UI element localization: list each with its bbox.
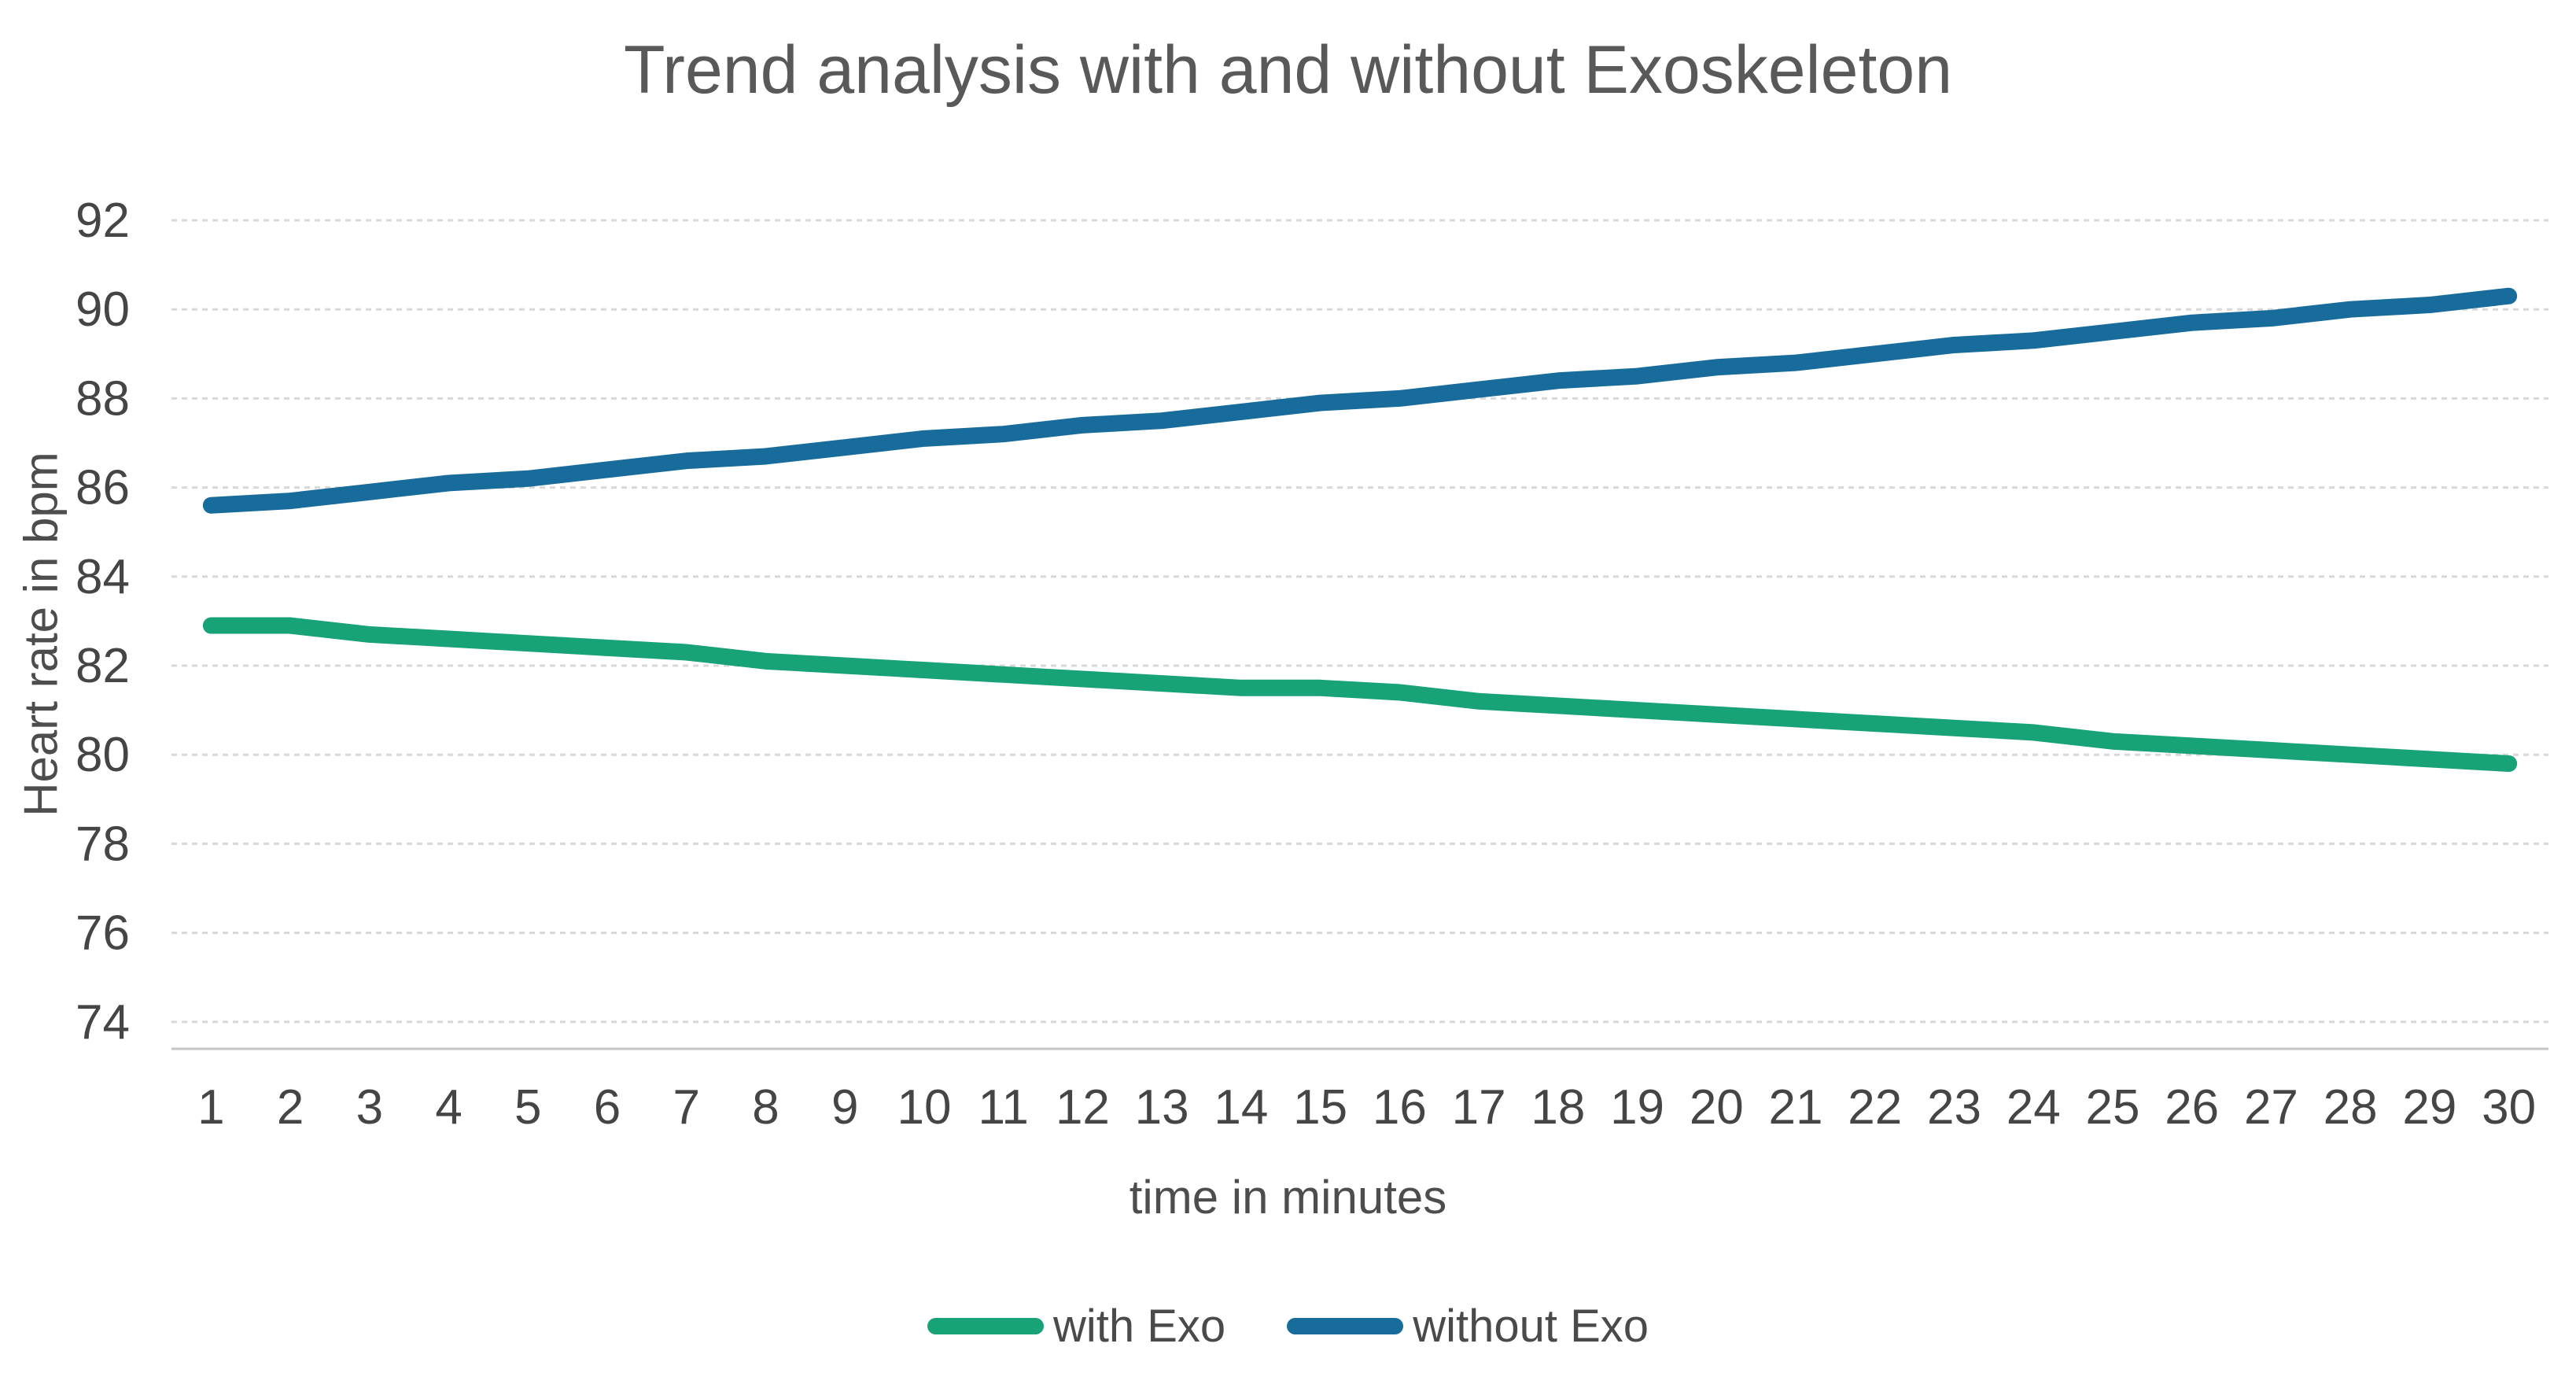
x-tick-label: 15 [1293, 1080, 1347, 1135]
x-tick-label: 12 [1056, 1080, 1110, 1135]
x-tick-label: 19 [1610, 1080, 1664, 1135]
y-tick-label: 80 [76, 728, 130, 782]
x-tick-label: 4 [435, 1080, 462, 1135]
x-tick-label: 28 [2324, 1080, 2378, 1135]
y-tick-label: 86 [76, 461, 130, 515]
y-tick-label: 90 [76, 282, 130, 337]
y-tick-label: 84 [76, 550, 130, 604]
y-tick-label: 92 [76, 194, 130, 248]
x-axis-title: time in minutes [1129, 1171, 1447, 1224]
series-line-without-exo [202, 287, 2518, 514]
x-tick-label: 10 [897, 1080, 951, 1135]
x-tick-label: 14 [1214, 1080, 1268, 1135]
y-tick-label: 76 [76, 906, 130, 961]
legend-swatch-without-exo [1287, 1318, 1404, 1334]
x-tick-label: 13 [1135, 1080, 1189, 1135]
legend-label-without-exo: without Exo [1413, 1301, 1649, 1352]
x-tick-label: 25 [2085, 1080, 2139, 1135]
x-tick-label: 24 [2007, 1080, 2061, 1135]
x-tick-label: 16 [1373, 1080, 1427, 1135]
x-tick-label: 11 [978, 1080, 1029, 1135]
x-tick-label: 20 [1690, 1080, 1744, 1135]
x-tick-label: 22 [1848, 1080, 1902, 1135]
series-line-with-exo [202, 617, 2518, 773]
x-tick-label: 18 [1531, 1080, 1585, 1135]
x-tick-label: 26 [2165, 1080, 2219, 1135]
x-tick-label: 23 [1927, 1080, 1981, 1135]
x-tick-label: 1 [197, 1080, 224, 1135]
x-tick-label: 2 [277, 1080, 304, 1135]
y-tick-label: 74 [76, 995, 130, 1050]
legend-swatch-with-exo [927, 1318, 1044, 1334]
x-tick-label: 21 [1769, 1080, 1823, 1135]
legend-label-with-exo: with Exo [1052, 1301, 1226, 1352]
y-tick-label: 78 [76, 817, 130, 871]
legend-item-with-exo: with Exo [927, 1300, 1225, 1353]
x-tick-label: 17 [1452, 1080, 1506, 1135]
x-tick-label: 29 [2402, 1080, 2456, 1135]
x-tick-label: 6 [594, 1080, 621, 1135]
x-tick-label: 30 [2482, 1080, 2536, 1135]
y-tick-label: 82 [76, 639, 130, 693]
legend: with Exo without Exo [0, 1300, 2576, 1353]
x-tick-label: 7 [673, 1080, 700, 1135]
x-tick-label: 27 [2244, 1080, 2298, 1135]
legend-item-without-exo: without Exo [1287, 1300, 1649, 1353]
y-tick-label: 88 [76, 371, 130, 426]
x-tick-label: 5 [514, 1080, 541, 1135]
x-tick-label: 8 [752, 1080, 779, 1135]
chart-title: Trend analysis with and without Exoskele… [623, 32, 1953, 108]
x-tick-label: 9 [831, 1080, 858, 1135]
x-tick-label: 3 [356, 1080, 383, 1135]
